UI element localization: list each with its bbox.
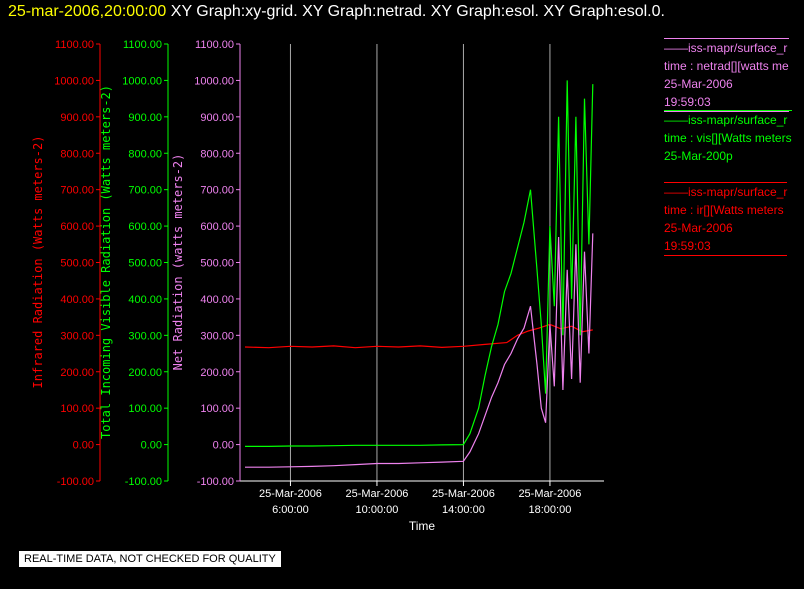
y-tick-label-1-10: 100.00 bbox=[128, 403, 162, 415]
axes: 25-Mar-2006 6:00:00 25-Mar-2006 10:00:00 25-… bbox=[31, 39, 604, 516]
x-tick-date-0: 25-Mar-2006 bbox=[259, 488, 322, 500]
legend-netrad-variable: time : netrad[][watts me bbox=[664, 59, 789, 73]
y-axis-label-2: Net Radiation (watts meters-2) bbox=[171, 154, 185, 371]
x-tick-time-2: 14:00:00 bbox=[442, 504, 485, 516]
y-tick-label-2-4: 700.00 bbox=[200, 185, 234, 197]
legend-vis-date: 25-Mar-200p bbox=[664, 149, 733, 163]
y-axis-label-1: Total Incoming Visible Radiation (Watts … bbox=[99, 85, 113, 439]
series-line-ir bbox=[244, 323, 593, 349]
series-line-vis bbox=[245, 80, 594, 447]
legend-ir: ——iss-mapr/surface_r time : ir[][Watts m… bbox=[664, 182, 788, 256]
legend-vis: ——iss-mapr/surface_r time : vis[][Watts … bbox=[664, 110, 792, 165]
y-tick-label-1-9: 200.00 bbox=[128, 367, 162, 379]
legend-netrad-time: 19:59:03 bbox=[664, 95, 711, 109]
y-tick-label-2-2: 900.00 bbox=[200, 112, 234, 124]
timestamp: 25-mar-2006,20:00:00 bbox=[8, 3, 167, 20]
window-title: 25-mar-2006,20:00:00 XY Graph:xy-grid. X… bbox=[8, 3, 665, 21]
y-tick-label-0-8: 300.00 bbox=[60, 330, 94, 342]
x-tick-time-1: 10:00:00 bbox=[356, 504, 399, 516]
legend-ir-date: 25-Mar-2006 bbox=[664, 221, 733, 235]
x-tick-time-3: 18:00:00 bbox=[529, 504, 572, 516]
y-tick-label-2-6: 500.00 bbox=[200, 258, 234, 270]
legend-ir-time: 19:59:03 bbox=[664, 239, 711, 253]
y-tick-label-2-12: -100.00 bbox=[197, 476, 234, 488]
x-tick-date-2: 25-Mar-2006 bbox=[432, 488, 495, 500]
y-tick-label-0-11: 0.00 bbox=[73, 440, 94, 452]
y-axis-label-0: Infrared Radiation (Watts meters-2) bbox=[31, 136, 45, 389]
y-tick-label-2-1: 1000.00 bbox=[194, 75, 234, 87]
y-tick-label-1-3: 800.00 bbox=[128, 148, 162, 160]
y-tick-label-0-4: 700.00 bbox=[60, 185, 94, 197]
y-tick-label-1-1: 1000.00 bbox=[122, 75, 162, 87]
y-tick-label-1-4: 700.00 bbox=[128, 185, 162, 197]
y-tick-label-0-6: 500.00 bbox=[60, 258, 94, 270]
y-tick-label-0-10: 100.00 bbox=[60, 403, 94, 415]
y-tick-label-2-0: 1100.00 bbox=[195, 39, 234, 51]
y-tick-label-1-12: -100.00 bbox=[125, 476, 162, 488]
y-tick-label-0-0: 1100.00 bbox=[55, 39, 94, 51]
y-tick-label-0-9: 200.00 bbox=[60, 367, 94, 379]
legend-netrad-source: ——iss-mapr/surface_r bbox=[664, 38, 789, 57]
series-group bbox=[244, 80, 594, 468]
y-tick-label-2-3: 800.00 bbox=[200, 148, 234, 160]
y-tick-label-2-7: 400.00 bbox=[200, 294, 234, 306]
graph-titles: XY Graph:xy-grid. XY Graph:netrad. XY Gr… bbox=[166, 3, 665, 20]
series-line-netrad bbox=[245, 233, 594, 468]
legend-netrad-date: 25-Mar-2006 bbox=[664, 77, 733, 91]
y-tick-label-0-5: 600.00 bbox=[60, 221, 94, 233]
y-tick-label-0-7: 400.00 bbox=[60, 294, 94, 306]
x-tick-date-1: 25-Mar-2006 bbox=[345, 488, 408, 500]
y-tick-label-2-8: 300.00 bbox=[200, 330, 234, 342]
y-tick-label-0-3: 800.00 bbox=[60, 148, 94, 160]
y-tick-label-1-7: 400.00 bbox=[128, 294, 162, 306]
x-tick-date-3: 25-Mar-2006 bbox=[518, 488, 581, 500]
legend-ir-source: ——iss-mapr/surface_r bbox=[664, 182, 788, 201]
y-tick-label-2-10: 100.00 bbox=[200, 403, 234, 415]
y-tick-label-0-1: 1000.00 bbox=[54, 75, 94, 87]
x-axis-label: Time bbox=[409, 519, 436, 533]
legend-netrad: ——iss-mapr/surface_r time : netrad[][wat… bbox=[664, 38, 789, 112]
y-tick-label-0-12: -100.00 bbox=[57, 476, 94, 488]
x-tick-time-0: 6:00:00 bbox=[272, 504, 309, 516]
y-tick-label-2-5: 600.00 bbox=[200, 221, 234, 233]
y-tick-label-1-6: 500.00 bbox=[128, 258, 162, 270]
legend-vis-variable: time : vis[][Watts meters bbox=[664, 131, 792, 145]
grid bbox=[289, 44, 551, 481]
y-tick-label-1-5: 600.00 bbox=[128, 221, 162, 233]
y-tick-label-1-0: 1100.00 bbox=[123, 39, 162, 51]
legend-vis-source: ——iss-mapr/surface_r bbox=[664, 110, 792, 129]
quality-notice: REAL-TIME DATA, NOT CHECKED FOR QUALITY bbox=[19, 551, 281, 567]
legend-ir-variable: time : ir[][Watts meters bbox=[664, 203, 784, 217]
y-tick-label-0-2: 900.00 bbox=[60, 112, 94, 124]
y-tick-label-2-11: 0.00 bbox=[213, 440, 234, 452]
y-tick-label-2-9: 200.00 bbox=[200, 367, 234, 379]
y-tick-label-1-11: 0.00 bbox=[141, 440, 162, 452]
y-tick-label-1-8: 300.00 bbox=[128, 330, 162, 342]
y-tick-label-1-2: 900.00 bbox=[128, 112, 162, 124]
